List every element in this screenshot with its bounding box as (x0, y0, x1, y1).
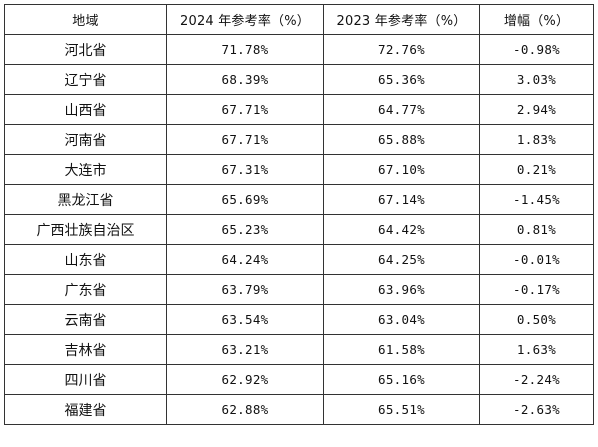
change-cell: 2.94% (479, 94, 594, 125)
rate-2023-cell: 61.58% (323, 334, 480, 365)
rate-2024-cell: 63.54% (166, 304, 324, 335)
rate-2023-cell: 64.25% (323, 244, 480, 275)
rate-2023-cell: 72.76% (323, 34, 480, 65)
change-cell: 0.50% (479, 304, 594, 335)
rate-2023-cell: 63.04% (323, 304, 480, 335)
table-row: 辽宁省 68.39% 65.36% 3.03% (4, 64, 594, 95)
change-cell: -1.45% (479, 184, 594, 215)
rate-2023-cell: 65.36% (323, 64, 480, 95)
rate-2023-cell: 64.77% (323, 94, 480, 125)
rate-2023-cell: 65.16% (323, 364, 480, 395)
region-cell: 广东省 (4, 274, 167, 305)
rate-2024-cell: 67.71% (166, 124, 324, 155)
rate-2024-cell: 62.92% (166, 364, 324, 395)
change-cell: 1.83% (479, 124, 594, 155)
rate-2024-cell: 64.24% (166, 244, 324, 275)
change-cell: 0.81% (479, 214, 594, 245)
rate-2024-cell: 67.71% (166, 94, 324, 125)
region-cell: 山东省 (4, 244, 167, 275)
rate-2024-cell: 63.79% (166, 274, 324, 305)
header-region: 地域 (4, 4, 167, 35)
change-cell: 0.21% (479, 154, 594, 185)
change-cell: -0.01% (479, 244, 594, 275)
table-row: 河南省 67.71% 65.88% 1.83% (4, 124, 594, 155)
region-cell: 云南省 (4, 304, 167, 335)
rate-2024-cell: 62.88% (166, 394, 324, 425)
table-row: 山东省 64.24% 64.25% -0.01% (4, 244, 594, 275)
region-cell: 四川省 (4, 364, 167, 395)
table-container: 地域 2024 年参考率（%） 2023 年参考率（%） 增幅（%） 河北省 7… (4, 4, 594, 425)
table-row: 吉林省 63.21% 61.58% 1.63% (4, 334, 594, 365)
rate-2024-cell: 67.31% (166, 154, 324, 185)
rate-2024-cell: 71.78% (166, 34, 324, 65)
change-cell: -0.98% (479, 34, 594, 65)
change-cell: 3.03% (479, 64, 594, 95)
region-cell: 大连市 (4, 154, 167, 185)
rate-2024-cell: 65.69% (166, 184, 324, 215)
region-cell: 辽宁省 (4, 64, 167, 95)
change-cell: -2.63% (479, 394, 594, 425)
change-cell: -0.17% (479, 274, 594, 305)
region-cell: 黑龙江省 (4, 184, 167, 215)
table-row: 四川省 62.92% 65.16% -2.24% (4, 364, 594, 395)
reference-rate-table: 地域 2024 年参考率（%） 2023 年参考率（%） 增幅（%） 河北省 7… (4, 4, 594, 425)
table-row: 广西壮族自治区 65.23% 64.42% 0.81% (4, 214, 594, 245)
header-change: 增幅（%） (479, 4, 594, 35)
rate-2023-cell: 64.42% (323, 214, 480, 245)
table-row: 广东省 63.79% 63.96% -0.17% (4, 274, 594, 305)
rate-2023-cell: 63.96% (323, 274, 480, 305)
change-cell: 1.63% (479, 334, 594, 365)
table-row: 河北省 71.78% 72.76% -0.98% (4, 34, 594, 65)
rate-2024-cell: 63.21% (166, 334, 324, 365)
table-row: 山西省 67.71% 64.77% 2.94% (4, 94, 594, 125)
region-cell: 河南省 (4, 124, 167, 155)
region-cell: 吉林省 (4, 334, 167, 365)
table-row: 云南省 63.54% 63.04% 0.50% (4, 304, 594, 335)
header-rate-2024: 2024 年参考率（%） (166, 4, 324, 35)
table-row: 福建省 62.88% 65.51% -2.63% (4, 394, 594, 425)
rate-2023-cell: 67.14% (323, 184, 480, 215)
rate-2023-cell: 65.88% (323, 124, 480, 155)
region-cell: 山西省 (4, 94, 167, 125)
rate-2023-cell: 65.51% (323, 394, 480, 425)
rate-2023-cell: 67.10% (323, 154, 480, 185)
table-row: 黑龙江省 65.69% 67.14% -1.45% (4, 184, 594, 215)
region-cell: 福建省 (4, 394, 167, 425)
region-cell: 河北省 (4, 34, 167, 65)
change-cell: -2.24% (479, 364, 594, 395)
table-row: 大连市 67.31% 67.10% 0.21% (4, 154, 594, 185)
header-row: 地域 2024 年参考率（%） 2023 年参考率（%） 增幅（%） (4, 4, 594, 35)
rate-2024-cell: 68.39% (166, 64, 324, 95)
rate-2024-cell: 65.23% (166, 214, 324, 245)
region-cell: 广西壮族自治区 (4, 214, 167, 245)
header-rate-2023: 2023 年参考率（%） (323, 4, 480, 35)
